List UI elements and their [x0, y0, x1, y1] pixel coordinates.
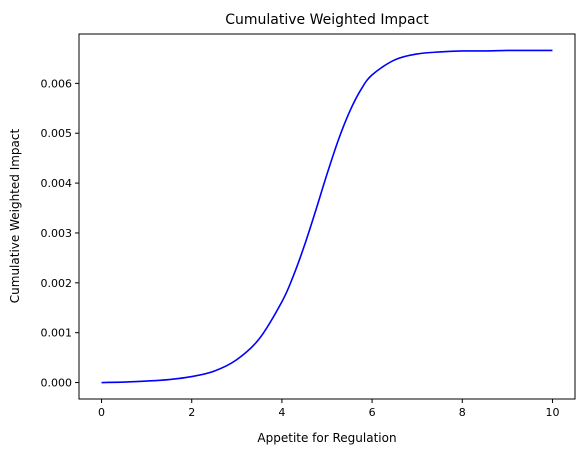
- x-axis-label: Appetite for Regulation: [257, 431, 396, 445]
- x-tick-label: 0: [98, 406, 105, 419]
- series-line: [101, 49, 553, 384]
- x-tick-label: 10: [545, 406, 559, 419]
- y-tick-label: 0.002: [41, 277, 73, 290]
- x-tick-label: 8: [459, 406, 466, 419]
- y-tick-label: 0.004: [41, 177, 73, 190]
- x-tick-label: 2: [188, 406, 195, 419]
- chart-title: Cumulative Weighted Impact: [225, 12, 429, 28]
- y-axis-ticks: 0.000 0.001 0.002 0.003 0.004 0.005 0.006: [41, 77, 79, 390]
- y-tick-label: 0.003: [41, 227, 73, 240]
- plot-area: [79, 34, 575, 399]
- y-tick-label: 0.005: [41, 127, 73, 140]
- x-tick-label: 4: [278, 406, 285, 419]
- y-tick-label: 0.000: [41, 377, 73, 390]
- x-axis-ticks: 0 2 4 6 8 10: [98, 399, 559, 419]
- x-tick-label: 6: [369, 406, 376, 419]
- y-tick-label: 0.006: [41, 77, 73, 90]
- plot-frame: [78, 33, 576, 400]
- y-tick-label: 0.001: [41, 327, 73, 340]
- y-axis-label: Cumulative Weighted Impact: [8, 128, 22, 303]
